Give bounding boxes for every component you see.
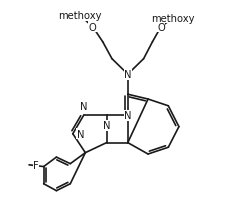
Text: O: O	[157, 23, 165, 33]
Text: N: N	[124, 70, 132, 80]
Text: F: F	[33, 160, 39, 170]
Text: O: O	[89, 23, 97, 33]
Text: methoxy: methoxy	[151, 14, 195, 24]
Text: methoxy: methoxy	[58, 11, 102, 21]
Text: N: N	[124, 110, 132, 121]
Text: N: N	[80, 101, 88, 111]
Text: N: N	[77, 129, 84, 139]
Text: N: N	[103, 121, 110, 130]
